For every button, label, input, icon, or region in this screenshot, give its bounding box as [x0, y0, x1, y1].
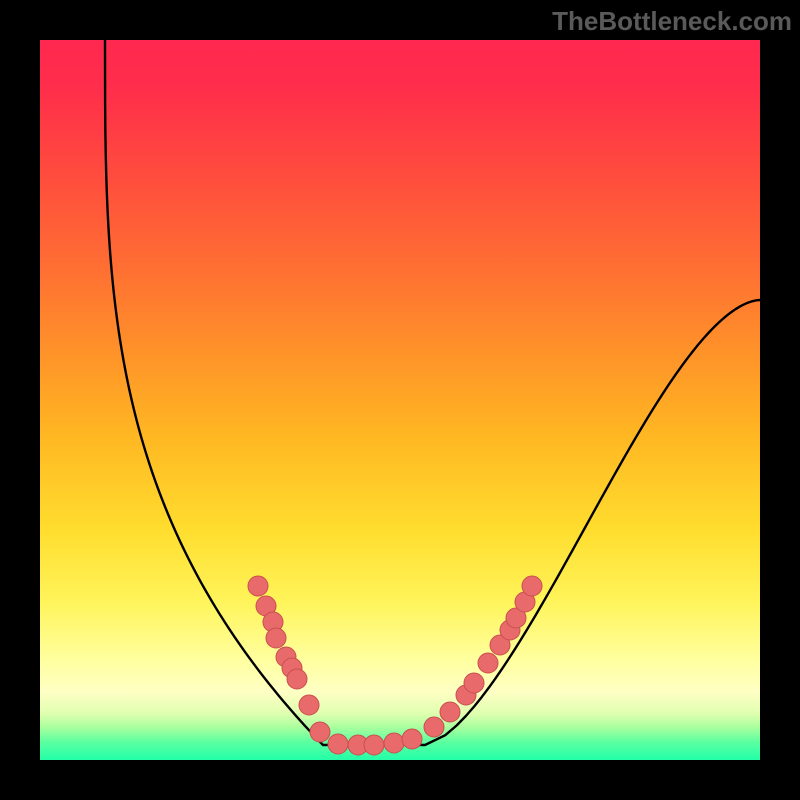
data-marker	[402, 729, 422, 749]
data-marker	[464, 673, 484, 693]
data-marker	[522, 576, 542, 596]
bottleneck-chart	[0, 0, 800, 800]
data-marker	[478, 653, 498, 673]
data-marker	[440, 702, 460, 722]
data-marker	[310, 722, 330, 742]
data-marker	[424, 717, 444, 737]
data-marker	[364, 735, 384, 755]
data-marker	[328, 734, 348, 754]
data-marker	[248, 576, 268, 596]
data-marker	[266, 628, 286, 648]
data-marker	[384, 733, 404, 753]
data-marker	[299, 695, 319, 715]
data-marker	[287, 669, 307, 689]
gradient-background	[40, 40, 760, 760]
watermark-text: TheBottleneck.com	[552, 6, 792, 37]
